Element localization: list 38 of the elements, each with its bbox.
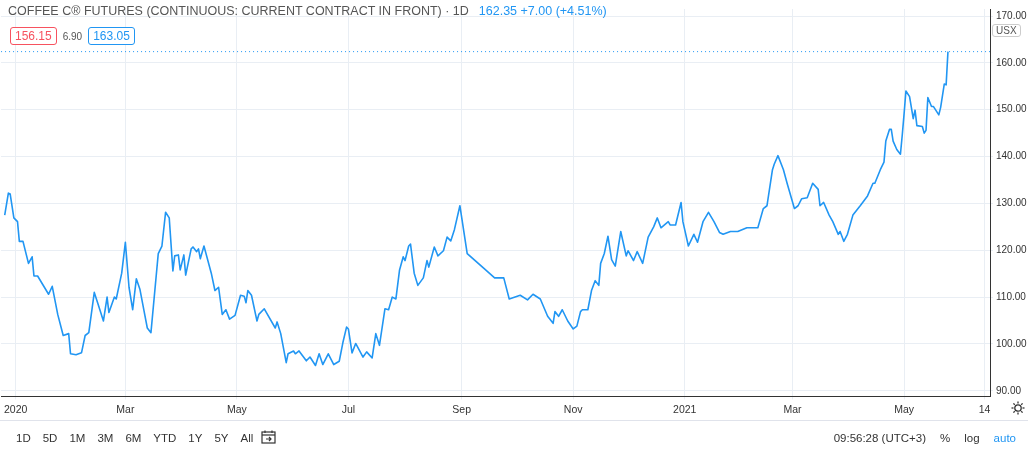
- annotation: 162.35 +7.00 (+4.51%): [478, 4, 607, 18]
- y-tick-label: 170.00: [996, 9, 1028, 21]
- text: 3M: [97, 432, 114, 444]
- x-tick-label: Jul: [341, 402, 356, 415]
- text: USX: [992, 24, 1021, 37]
- x-tick-label: 14: [978, 402, 991, 415]
- x-tick-label: Nov: [563, 402, 584, 415]
- text: All: [240, 432, 254, 444]
- y-tick-label: 110.00: [996, 290, 1027, 302]
- y-tick-label: 100.00: [996, 337, 1028, 349]
- text: log: [964, 432, 980, 444]
- annotation: 156.15: [10, 27, 57, 45]
- chart-title: COFFEE C® FUTURES (CONTINUOUS: CURRENT CONTRACT IN FRONT) · 1D: [8, 4, 469, 18]
- text: 5D: [42, 432, 58, 444]
- text: %: [940, 432, 951, 444]
- text: auto: [993, 432, 1016, 444]
- y-tick-label: 90.00: [996, 384, 1022, 396]
- text: 1Y: [188, 432, 203, 444]
- x-tick-label: 2020: [4, 402, 28, 415]
- x-tick-label: Mar: [116, 402, 135, 415]
- x-tick-label: May: [226, 402, 248, 415]
- y-tick-label: 120.00: [996, 244, 1028, 255]
- y-tick-label: 160.00: [996, 56, 1028, 68]
- annotation: 163.05: [88, 27, 135, 45]
- text: 1M: [69, 432, 86, 444]
- y-tick-label: 140.00: [996, 150, 1028, 162]
- text: YTD: [153, 432, 177, 444]
- x-tick-label: Mar: [783, 402, 803, 415]
- annotation: 6.90: [62, 30, 83, 42]
- x-tick-label: May: [894, 402, 915, 415]
- text: 5Y: [214, 432, 229, 444]
- x-tick-label: 2021: [673, 402, 697, 415]
- y-tick-label: 150.00: [996, 103, 1028, 115]
- x-tick-label: Sep: [452, 402, 472, 415]
- text: 09:56:28 (UTC+3): [833, 432, 927, 444]
- y-tick-label: 130.00: [996, 197, 1028, 209]
- text: 1D: [16, 432, 31, 444]
- text: 6M: [125, 432, 142, 444]
